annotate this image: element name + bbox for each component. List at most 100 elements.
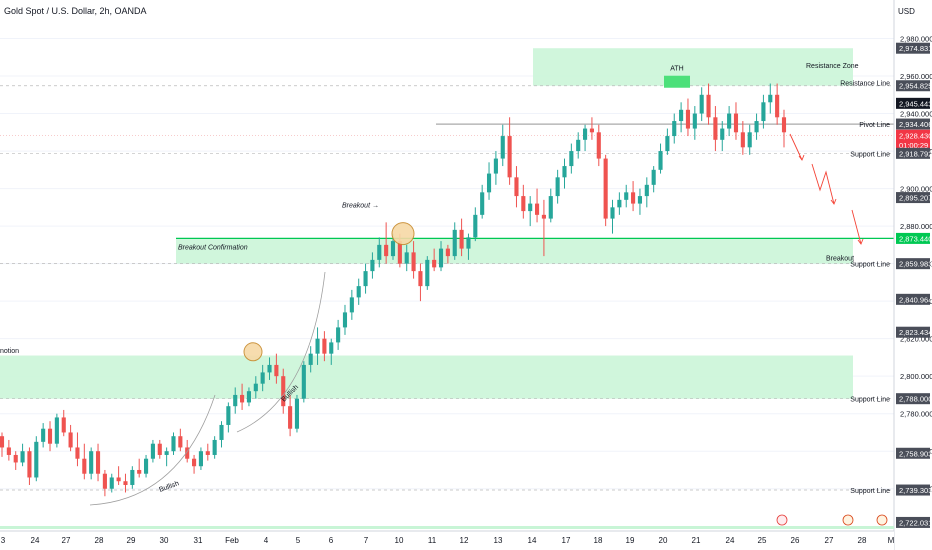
- candle-body: [651, 169, 656, 185]
- level-lines: Resistance Line Pivot Line Support Line Sup…: [0, 81, 894, 495]
- candle-body: [514, 177, 519, 197]
- price-tag-label: 2,739.303: [899, 486, 932, 495]
- candle: [102, 469, 107, 497]
- candle-body: [226, 406, 231, 425]
- candle-body: [171, 436, 176, 452]
- candle-body: [6, 447, 11, 455]
- event-icon: [842, 514, 854, 526]
- candle: [775, 83, 780, 125]
- candle: [761, 94, 766, 129]
- candle: [425, 256, 430, 290]
- zone-2: [0, 355, 853, 399]
- candle-body: [130, 469, 135, 485]
- candle-body: [432, 259, 437, 268]
- candle-body: [336, 327, 341, 343]
- time-tick: 28: [95, 536, 104, 545]
- breakout-confirmation-label: Breakout Confirmation: [178, 244, 248, 251]
- candle: [507, 117, 512, 185]
- breakout-circle: [391, 222, 415, 246]
- candle: [260, 364, 265, 392]
- zone-label: Resistance Zone: [806, 63, 859, 70]
- candle-body: [541, 214, 546, 219]
- bottom-band: [0, 526, 894, 529]
- candle: [54, 413, 59, 448]
- candle: [493, 151, 498, 185]
- candle-body: [390, 241, 396, 257]
- candle: [226, 402, 231, 433]
- candle: [569, 143, 574, 174]
- candle: [150, 439, 155, 463]
- candle-body: [665, 136, 670, 152]
- event-icon: [876, 514, 888, 526]
- candle: [404, 244, 409, 272]
- candle: [637, 188, 643, 215]
- candle: [548, 188, 553, 223]
- time-axis-bg: [0, 531, 894, 550]
- candle-body: [658, 151, 663, 170]
- candle: [198, 447, 203, 470]
- candle-body: [644, 184, 649, 197]
- bullish-curve-1: [89, 394, 216, 506]
- candle-body: [342, 312, 348, 328]
- candle: [473, 207, 478, 242]
- level-label: Support Line: [850, 488, 890, 495]
- candle: [418, 263, 423, 302]
- price-tag-label: 2,823.434: [899, 328, 932, 337]
- price-tag-label: 2,945.443: [899, 99, 932, 108]
- candle: [41, 423, 46, 448]
- candle-body: [425, 259, 430, 287]
- candle-body: [706, 94, 711, 118]
- candle-body: [212, 439, 217, 455]
- candle: [89, 447, 94, 480]
- candles: [0, 83, 787, 497]
- price-tick: 2,800.000: [900, 372, 932, 381]
- candle: [528, 196, 533, 227]
- currency-label[interactable]: USD: [898, 7, 915, 16]
- candle-body: [589, 128, 594, 133]
- candle: [672, 113, 677, 144]
- candle-body: [288, 406, 293, 429]
- candle: [521, 184, 526, 219]
- candle-body: [624, 192, 629, 200]
- candle: [130, 466, 135, 489]
- candle-body: [679, 109, 684, 122]
- time-tick: 26: [791, 536, 800, 545]
- candle: [384, 222, 389, 264]
- candle-body: [157, 443, 162, 455]
- time-tick: 20: [659, 536, 668, 545]
- candle: [377, 237, 382, 268]
- candle: [727, 106, 732, 137]
- zones: Resistance Zone Breakout: [0, 48, 859, 399]
- ath-label: ATH: [670, 66, 683, 73]
- candle: [644, 177, 649, 208]
- candle: [281, 368, 286, 414]
- candle-body: [404, 252, 409, 264]
- ath-box: [664, 75, 690, 88]
- price-tag-bg: [896, 447, 930, 459]
- candle-body: [583, 128, 588, 140]
- price-tick: 2,820.000: [900, 335, 932, 344]
- candle: [534, 188, 540, 223]
- price-tag-bg: [896, 118, 930, 130]
- candle-body: [445, 248, 450, 257]
- candle: [178, 428, 183, 452]
- candle-body: [521, 196, 526, 212]
- candle-body: [246, 391, 252, 403]
- candle-body: [102, 473, 107, 489]
- candle: [603, 154, 608, 227]
- time-tick: 31: [194, 536, 203, 545]
- candle-body: [54, 417, 59, 444]
- candle: [308, 346, 313, 373]
- candle-body: [240, 394, 245, 403]
- candle: [720, 121, 725, 152]
- price-tag-label: 2,788.000: [899, 395, 932, 404]
- price-tag-bg: [896, 258, 930, 270]
- candle: [267, 357, 272, 380]
- price-tag-label: 2,954.825: [899, 82, 932, 91]
- candle-body: [692, 113, 697, 129]
- time-tick: 4: [264, 536, 269, 545]
- candle-body: [150, 443, 155, 459]
- candle: [219, 421, 224, 448]
- candle-body: [20, 451, 25, 463]
